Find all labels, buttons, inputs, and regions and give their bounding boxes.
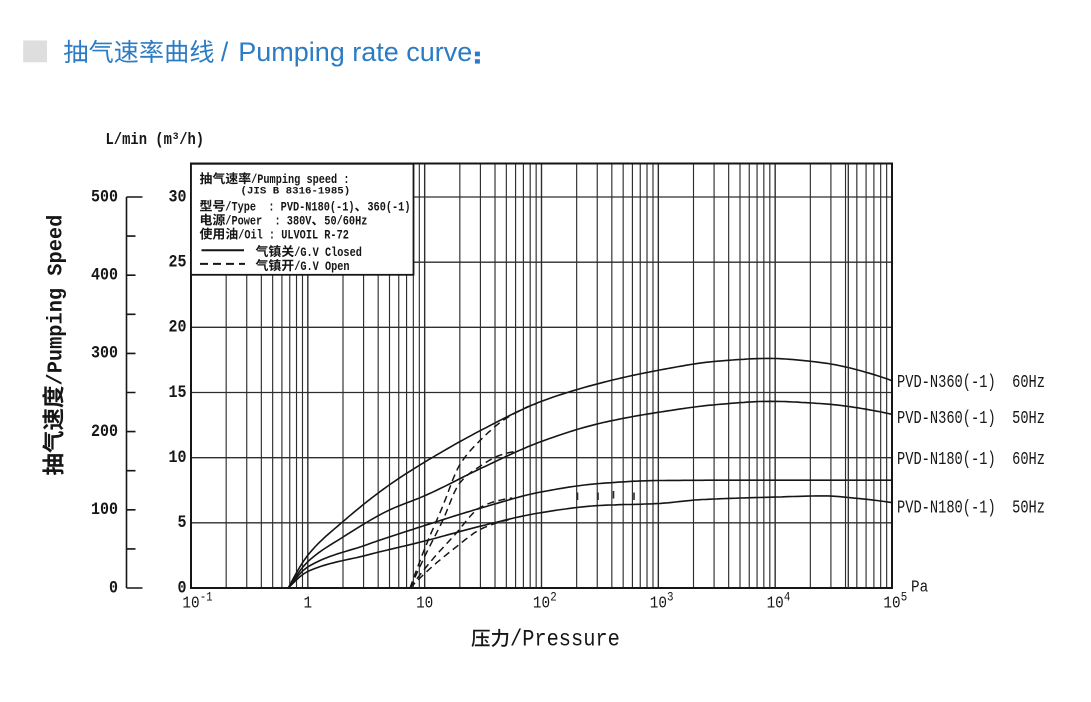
svg-text:15: 15 — [169, 383, 187, 403]
svg-text:/Power : 380V: /Power : 380V — [225, 214, 311, 229]
svg-text:0: 0 — [178, 578, 187, 598]
svg-text:5: 5 — [178, 513, 187, 533]
svg-text:L/min (m: L/min (m — [106, 131, 172, 150]
svg-text:PVD-N180(-1) 60Hz: PVD-N180(-1) 60Hz — [897, 450, 1045, 470]
svg-text:Pumping rate curve: Pumping rate curve — [238, 37, 472, 67]
svg-text:/Pressure: /Pressure — [510, 626, 620, 652]
svg-text:10: 10 — [533, 595, 550, 614]
svg-text:3: 3 — [667, 589, 674, 604]
svg-text:30: 30 — [169, 187, 187, 207]
svg-text:Pa: Pa — [911, 578, 928, 597]
svg-text:/: / — [221, 37, 229, 67]
svg-text:4: 4 — [784, 589, 791, 604]
svg-text:300: 300 — [91, 344, 118, 364]
svg-text:50/60Hz: 50/60Hz — [324, 214, 367, 229]
svg-text:PVD-N180(-1) 50Hz: PVD-N180(-1) 50Hz — [897, 499, 1045, 519]
svg-text:3: 3 — [173, 131, 179, 143]
svg-text:/G.V Closed: /G.V Closed — [294, 245, 362, 260]
svg-text:10: 10 — [182, 595, 199, 614]
svg-text:25: 25 — [169, 252, 187, 272]
svg-text:200: 200 — [91, 422, 118, 442]
svg-text:10: 10 — [416, 595, 433, 614]
svg-text:/G.V Open: /G.V Open — [294, 259, 350, 274]
svg-text:400: 400 — [91, 266, 118, 286]
svg-text:-1: -1 — [200, 589, 213, 604]
svg-text:0: 0 — [109, 578, 118, 598]
svg-text:PVD-N360(-1) 60Hz: PVD-N360(-1) 60Hz — [897, 373, 1045, 393]
svg-text:20: 20 — [169, 318, 187, 338]
svg-text:/Pumping Speed: /Pumping Speed — [46, 215, 69, 386]
svg-text:10: 10 — [169, 448, 187, 468]
svg-text:/h): /h) — [179, 131, 204, 150]
svg-text:360(-1): 360(-1) — [367, 200, 410, 215]
svg-text:500: 500 — [91, 187, 118, 207]
svg-text:10: 10 — [650, 595, 667, 614]
svg-text:10: 10 — [767, 595, 784, 614]
svg-text:/Pumping speed :: /Pumping speed : — [251, 172, 349, 187]
svg-text:10: 10 — [883, 595, 900, 614]
svg-text:1: 1 — [304, 595, 313, 614]
svg-text:/Type : PVD-N180(-1): /Type : PVD-N180(-1) — [225, 200, 354, 215]
svg-text:(JIS B 8316-1985): (JIS B 8316-1985) — [241, 185, 351, 197]
svg-text:100: 100 — [91, 500, 118, 520]
svg-text:/Oil : ULVOIL R-72: /Oil : ULVOIL R-72 — [238, 228, 349, 243]
svg-text:5: 5 — [901, 589, 908, 604]
svg-text:PVD-N360(-1) 50Hz: PVD-N360(-1) 50Hz — [897, 409, 1045, 429]
svg-text:2: 2 — [550, 589, 557, 604]
